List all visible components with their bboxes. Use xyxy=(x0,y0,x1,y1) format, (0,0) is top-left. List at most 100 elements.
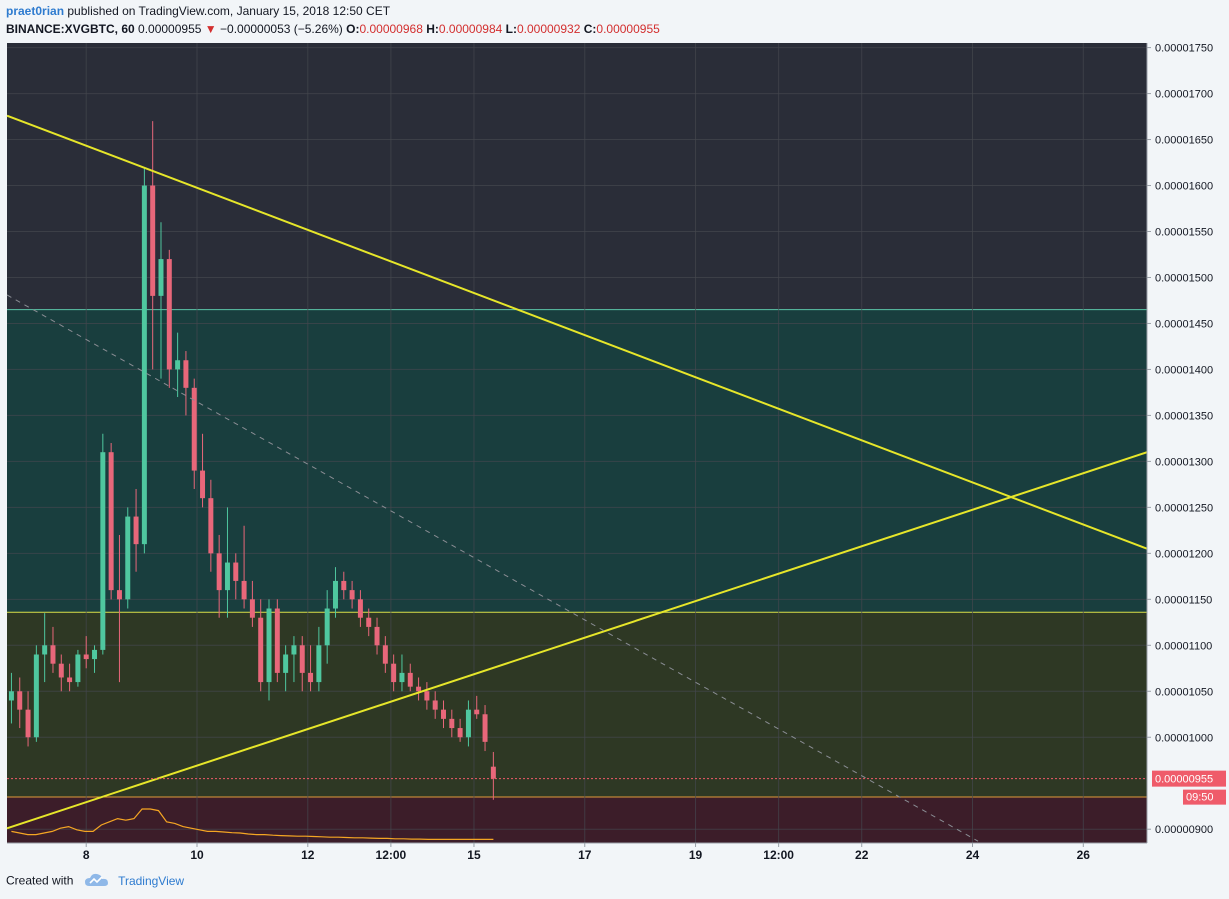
candle xyxy=(474,709,480,715)
down-arrow-icon: ▼ xyxy=(204,22,217,36)
candle xyxy=(341,580,347,591)
price-change: −0.00000053 (−5.26%) xyxy=(220,22,343,36)
price-tick-label: 0.00001750 xyxy=(1155,43,1213,55)
ascending-trendline xyxy=(6,451,1148,830)
candle xyxy=(416,686,422,692)
price-tick-label: 0.00001600 xyxy=(1155,181,1213,193)
candle xyxy=(33,654,39,738)
candle xyxy=(299,645,305,673)
candle xyxy=(183,360,189,388)
time-axis-background xyxy=(0,843,1229,863)
candle xyxy=(208,498,214,554)
current-price-label: 0.00000955 xyxy=(1155,774,1213,786)
last-price: 0.00000955 xyxy=(138,22,202,36)
candle xyxy=(58,663,64,678)
price-tick-label: 0.00001300 xyxy=(1155,456,1213,468)
published-text: published on TradingView.com, January 15… xyxy=(67,4,391,18)
price-tick-label: 0.00001500 xyxy=(1155,272,1213,284)
author-link[interactable]: praet0rian xyxy=(6,4,65,18)
candle xyxy=(407,672,413,687)
candle xyxy=(465,709,471,738)
price-tick-label: 0.00001700 xyxy=(1155,89,1213,101)
time-tick-label: 8 xyxy=(83,848,90,862)
time-tick-label: 26 xyxy=(1077,848,1091,862)
candle xyxy=(324,608,330,646)
countdown-label: 09:50 xyxy=(1186,792,1214,804)
time-tick-label: 12:00 xyxy=(763,848,794,862)
candle xyxy=(291,645,297,655)
chart-area[interactable]: 0.00001750 0.00001700 0.00001650 0.00001600… xyxy=(0,43,1229,863)
candle xyxy=(75,654,81,683)
candle xyxy=(357,599,363,618)
candle xyxy=(449,718,455,729)
time-tick-label: 24 xyxy=(966,848,980,862)
price-chart[interactable]: 0.00001750 0.00001700 0.00001650 0.00001600… xyxy=(0,43,1229,863)
candle xyxy=(308,672,314,683)
candle xyxy=(133,516,139,545)
candle xyxy=(399,672,405,683)
low-value: 0.00000932 xyxy=(516,22,581,36)
time-tick-label: 22 xyxy=(855,848,869,862)
time-tick-label: 19 xyxy=(689,848,703,862)
ohlc-line: BINANCE:XVGBTC, 60 0.00000955 ▼ −0.00000… xyxy=(6,22,660,36)
time-tick-label: 10 xyxy=(190,848,204,862)
symbol-label: BINANCE:XVGBTC, 60 xyxy=(6,22,135,36)
publish-line: praet0rian published on TradingView.com,… xyxy=(6,4,390,18)
close-label: C: xyxy=(583,22,597,36)
tradingview-cloud-logo-icon xyxy=(84,873,109,890)
low-label: L: xyxy=(505,22,517,36)
created-with-text: Created with xyxy=(6,873,74,888)
candle xyxy=(391,663,397,683)
price-tick-label: 0.00001550 xyxy=(1155,227,1213,239)
candle xyxy=(25,709,31,738)
candle xyxy=(332,580,338,609)
high-label: H: xyxy=(426,22,439,36)
candle xyxy=(424,691,430,701)
candle xyxy=(42,645,48,655)
time-tick-label: 12 xyxy=(301,848,315,862)
candle xyxy=(216,553,222,591)
time-tick-label: 17 xyxy=(578,848,592,862)
candle xyxy=(274,608,280,673)
tradingview-link[interactable]: TradingView xyxy=(118,873,185,888)
footer: Created with TradingView xyxy=(6,873,184,890)
candle xyxy=(490,766,496,779)
candle xyxy=(17,691,23,710)
close-value: 0.00000955 xyxy=(596,22,660,36)
price-tick-label: 0.00001250 xyxy=(1155,502,1213,514)
candle xyxy=(8,691,14,701)
candle xyxy=(482,714,488,742)
price-tick-label: 0.00001400 xyxy=(1155,364,1213,376)
candle xyxy=(441,709,446,719)
candle xyxy=(191,387,197,471)
price-tick-label: 0.00001350 xyxy=(1155,410,1213,422)
candle xyxy=(224,562,230,591)
chart-header: praet0rian published on TradingView.com,… xyxy=(6,3,1206,41)
price-tick-label: 0.00001050 xyxy=(1155,686,1213,698)
volume-line xyxy=(11,808,494,841)
candle xyxy=(366,617,372,627)
candle xyxy=(258,617,264,683)
open-label: O: xyxy=(346,22,360,36)
candle xyxy=(283,654,289,673)
candle xyxy=(175,360,181,370)
support-zone xyxy=(7,797,1147,843)
high-value: 0.00000984 xyxy=(438,22,503,36)
price-tick-label: 0.00001450 xyxy=(1155,318,1213,330)
candle xyxy=(200,470,206,499)
time-tick-label: 12:00 xyxy=(376,848,407,862)
price-axis-background xyxy=(1147,43,1229,863)
candle xyxy=(241,580,247,600)
candle xyxy=(382,645,388,664)
candle xyxy=(432,700,438,710)
candle xyxy=(316,645,322,683)
candle xyxy=(457,728,463,738)
price-tick-label: 0.00001100 xyxy=(1155,640,1212,652)
candle xyxy=(125,516,131,600)
price-tick-label: 0.00001150 xyxy=(1155,594,1212,606)
candle xyxy=(374,626,380,646)
time-tick-label: 15 xyxy=(467,848,481,862)
candle xyxy=(158,259,164,296)
candle xyxy=(92,649,98,660)
candle xyxy=(141,185,147,545)
